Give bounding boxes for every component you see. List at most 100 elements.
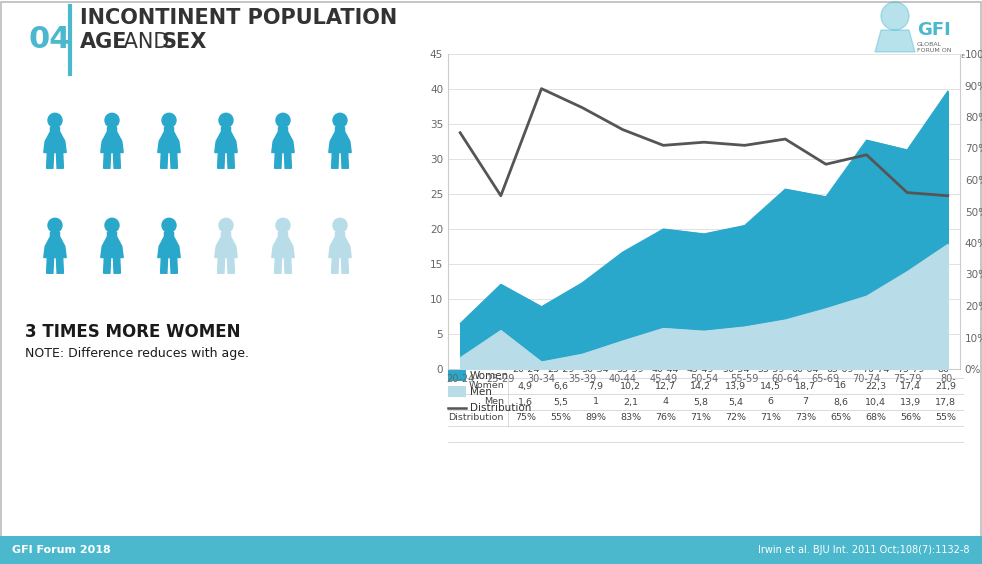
Text: 13,9: 13,9 [725,381,746,390]
Circle shape [162,218,176,232]
Polygon shape [46,152,54,168]
Polygon shape [46,258,54,273]
Text: 5,5: 5,5 [553,398,568,407]
Polygon shape [171,258,178,273]
Circle shape [219,218,233,232]
Text: 75-79: 75-79 [897,365,924,374]
Text: 4: 4 [663,398,669,407]
Polygon shape [113,152,121,168]
Text: Men: Men [470,387,492,397]
Circle shape [162,113,176,127]
Circle shape [276,113,290,127]
Text: 89%: 89% [585,413,606,422]
Polygon shape [113,258,121,273]
Text: 55%: 55% [550,413,571,422]
Polygon shape [275,258,282,273]
Polygon shape [272,127,295,152]
Text: 72%: 72% [725,413,746,422]
Text: 76%: 76% [655,413,676,422]
Text: 14,2: 14,2 [690,381,711,390]
Circle shape [105,113,119,127]
Text: AGE: AGE [80,32,128,52]
Text: 65-69: 65-69 [827,365,854,374]
Polygon shape [285,152,292,168]
Bar [448,370,466,381]
Polygon shape [158,127,181,152]
Polygon shape [171,152,178,168]
Text: 75%: 75% [515,413,536,422]
Text: 25-29: 25-29 [547,365,574,374]
Text: 6: 6 [768,398,774,407]
Text: 12,7: 12,7 [655,381,676,390]
Text: 22,3: 22,3 [865,381,886,390]
Text: Distribution: Distribution [449,413,504,422]
Text: 17,4: 17,4 [900,381,921,390]
Polygon shape [103,152,111,168]
Text: 04: 04 [28,25,72,55]
Circle shape [48,218,62,232]
Text: 7,9: 7,9 [588,381,603,390]
Text: 45-49: 45-49 [686,365,714,374]
Polygon shape [218,152,225,168]
Polygon shape [275,152,282,168]
Circle shape [276,218,290,232]
Text: 1,6: 1,6 [518,398,533,407]
Text: AND: AND [117,32,176,52]
Text: 16: 16 [835,381,846,390]
Bar [0,536,982,564]
Text: NOTE: Difference reduces with age.: NOTE: Difference reduces with age. [25,347,249,360]
Text: 65%: 65% [830,413,851,422]
Text: 80-: 80- [938,365,954,374]
Text: 30-34: 30-34 [581,365,609,374]
Text: 71%: 71% [760,413,781,422]
Polygon shape [285,258,292,273]
Text: 55-59: 55-59 [757,365,785,374]
Text: 50-54: 50-54 [722,365,749,374]
Polygon shape [342,152,349,168]
Polygon shape [875,30,915,52]
Polygon shape [215,127,238,152]
Text: Men: Men [484,398,504,407]
Text: 73%: 73% [795,413,816,422]
Circle shape [219,113,233,127]
Circle shape [48,113,62,127]
Text: 71%: 71% [690,413,711,422]
Polygon shape [329,127,352,152]
Text: 1: 1 [592,398,598,407]
Text: SEX: SEX [162,32,207,52]
Text: INCONTINENT POPULATION: INCONTINENT POPULATION [80,8,398,28]
Text: 5,8: 5,8 [693,398,708,407]
Text: 18,7: 18,7 [795,381,816,390]
Polygon shape [56,258,64,273]
Text: 3 TIMES MORE WOMEN: 3 TIMES MORE WOMEN [25,323,241,341]
Text: Distribution: Distribution [470,403,531,413]
Text: 14,5: 14,5 [760,381,781,390]
Text: Irwin et al. BJU Int. 2011 Oct;108(7):1132-8: Irwin et al. BJU Int. 2011 Oct;108(7):11… [758,545,970,555]
Polygon shape [158,232,181,258]
Text: 35-39: 35-39 [617,365,644,374]
Polygon shape [218,258,225,273]
Text: 17,8: 17,8 [935,398,956,407]
Polygon shape [161,258,168,273]
Circle shape [105,218,119,232]
Text: 4,9: 4,9 [518,381,533,390]
Text: 5,4: 5,4 [728,398,743,407]
Text: 60-64: 60-64 [791,365,819,374]
Circle shape [333,113,347,127]
Polygon shape [56,152,64,168]
Polygon shape [101,232,123,258]
Text: 13,9: 13,9 [900,398,921,407]
Text: GFI Forum 2018: GFI Forum 2018 [12,545,111,555]
Polygon shape [272,232,295,258]
Polygon shape [101,127,123,152]
Text: GFI: GFI [917,21,951,39]
Polygon shape [332,258,339,273]
Text: 7: 7 [802,398,808,407]
Polygon shape [329,232,352,258]
Polygon shape [161,152,168,168]
Polygon shape [103,258,111,273]
Text: 83%: 83% [620,413,641,422]
Polygon shape [332,152,339,168]
Text: 56%: 56% [900,413,921,422]
Polygon shape [228,258,235,273]
